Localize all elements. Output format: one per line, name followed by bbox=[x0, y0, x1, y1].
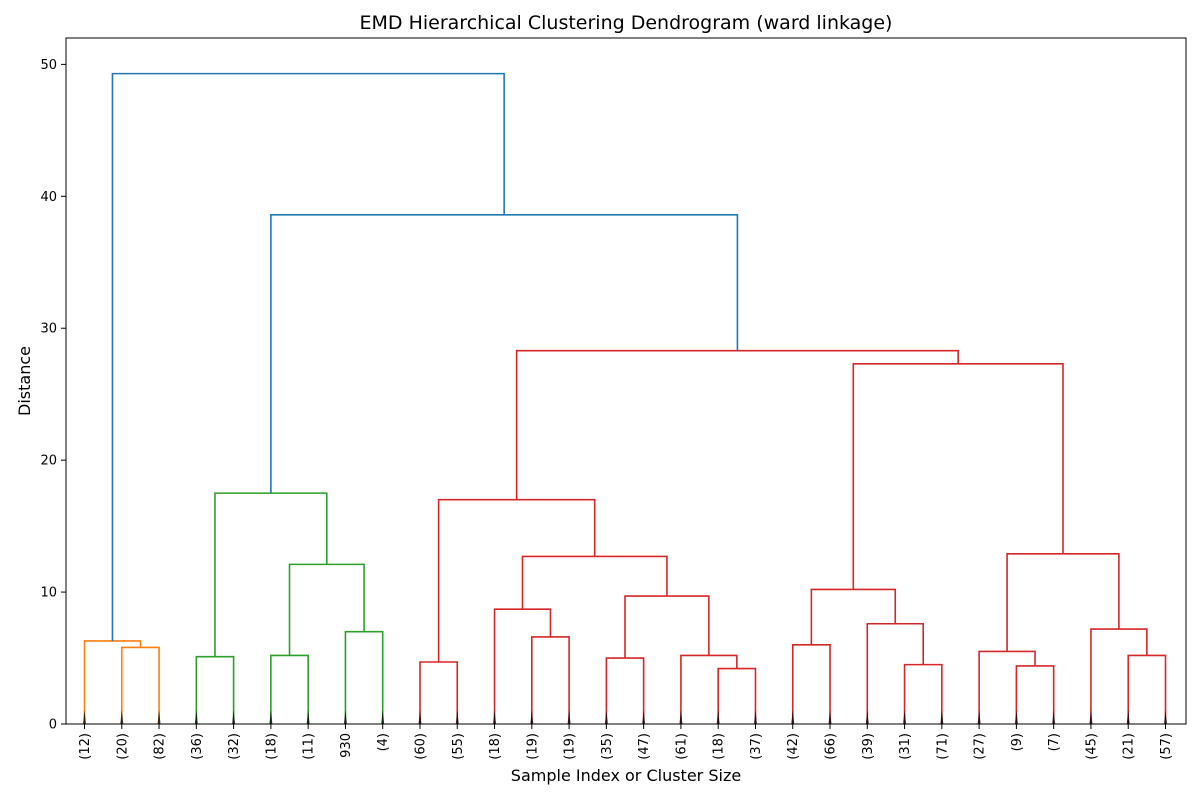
y-tick-label: 10 bbox=[40, 586, 57, 601]
leaf-mark bbox=[865, 710, 869, 724]
leaf-label: (36) bbox=[190, 733, 205, 760]
leaf-mark bbox=[791, 710, 795, 724]
leaf-mark bbox=[83, 710, 86, 724]
leaf-label: (35) bbox=[600, 733, 615, 760]
leaf-label: (12) bbox=[78, 733, 93, 760]
leaf-mark bbox=[455, 710, 459, 724]
y-axis: 0 10 20 30 40 50 bbox=[40, 58, 66, 733]
leaf-mark bbox=[642, 710, 646, 724]
y-tick-label: 30 bbox=[40, 322, 57, 337]
dendrogram-link bbox=[111, 72, 505, 641]
leaf-label: (71) bbox=[935, 733, 950, 760]
leaf-label: (4) bbox=[376, 733, 391, 751]
leaf-label: (42) bbox=[786, 733, 801, 760]
leaf-mark bbox=[493, 710, 497, 724]
leaf-mark bbox=[567, 710, 571, 724]
leaf-label: (47) bbox=[637, 733, 652, 760]
leaf-label: 930 bbox=[339, 733, 354, 758]
leaf-label: (82) bbox=[153, 733, 168, 760]
leaf-label: (18) bbox=[488, 733, 503, 760]
dendrogram-link bbox=[521, 555, 668, 610]
leaf-label: (39) bbox=[861, 733, 876, 760]
dendrogram-link bbox=[437, 498, 596, 662]
dendrogram-link bbox=[344, 630, 384, 724]
leaf-label: (18) bbox=[712, 733, 727, 760]
x-axis: (12) (20) (82) (36) (32) (18) (11) 930 (4) (60) (5… bbox=[78, 724, 1174, 760]
x-axis-label: Sample Index or Cluster Size bbox=[511, 766, 741, 785]
dendrogram-link bbox=[515, 349, 959, 500]
plot-area-frame bbox=[65, 37, 1187, 725]
leaf-label: (31) bbox=[898, 733, 913, 760]
leaf-label: (60) bbox=[413, 733, 428, 760]
dendrogram-link bbox=[1015, 665, 1055, 724]
y-tick-label: 0 bbox=[49, 718, 57, 733]
chart-title: EMD Hierarchical Clustering Dendrogram (… bbox=[360, 12, 893, 34]
leaf-mark bbox=[232, 710, 236, 724]
leaf-mark bbox=[940, 710, 944, 724]
y-tick-label: 40 bbox=[40, 190, 57, 205]
leaf-label: (11) bbox=[302, 733, 317, 760]
leaf-mark bbox=[828, 710, 832, 724]
dendrogram-link bbox=[214, 492, 328, 657]
dendrogram-link bbox=[120, 646, 160, 724]
leaf-label: (19) bbox=[525, 733, 540, 760]
leaf-mark bbox=[716, 710, 720, 724]
leaf-label: (18) bbox=[264, 733, 279, 760]
leaf-label: (45) bbox=[1084, 733, 1099, 760]
y-axis-label: Distance bbox=[15, 346, 34, 416]
leaf-mark bbox=[120, 710, 124, 724]
dendrogram-link bbox=[624, 595, 710, 659]
leaf-mark bbox=[381, 710, 385, 724]
dendrogram-link bbox=[903, 663, 943, 724]
leaf-label: (66) bbox=[824, 733, 839, 760]
leaf-mark bbox=[194, 710, 198, 724]
leaf-mark bbox=[604, 710, 608, 724]
leaf-mark bbox=[1014, 710, 1018, 724]
leaf-label: (9) bbox=[1010, 733, 1025, 751]
y-tick-label: 50 bbox=[40, 58, 57, 73]
dendrogram-links bbox=[83, 72, 1167, 724]
leaf-label: (37) bbox=[749, 733, 764, 760]
leaf-mark bbox=[157, 710, 161, 724]
dendrogram-link bbox=[270, 213, 739, 494]
leaf-mark bbox=[530, 710, 534, 724]
y-tick-label: 20 bbox=[40, 454, 57, 469]
leaf-label: (27) bbox=[973, 733, 988, 760]
leaf-mark bbox=[269, 710, 273, 724]
leaf-label: (7) bbox=[1047, 733, 1062, 751]
leaf-mark bbox=[1089, 710, 1093, 724]
leaf-mark bbox=[343, 710, 347, 724]
leaf-mark bbox=[679, 710, 683, 724]
leaf-label: (61) bbox=[674, 733, 689, 760]
leaf-label: (21) bbox=[1122, 733, 1137, 760]
leaf-mark bbox=[1052, 710, 1056, 724]
leaf-label: (19) bbox=[563, 733, 578, 760]
leaf-label: (32) bbox=[227, 733, 242, 760]
leaf-mark bbox=[977, 710, 981, 724]
leaf-label: (55) bbox=[451, 733, 466, 760]
leaf-mark bbox=[903, 710, 907, 724]
leaf-mark bbox=[753, 710, 757, 724]
leaf-marks bbox=[83, 710, 1167, 724]
leaf-mark bbox=[306, 710, 310, 724]
leaf-label: (57) bbox=[1159, 733, 1174, 760]
dendrogram-link bbox=[493, 608, 552, 724]
leaf-label: (20) bbox=[115, 733, 130, 760]
dendrogram-link bbox=[531, 636, 570, 724]
leaf-mark bbox=[418, 710, 422, 724]
leaf-mark bbox=[1164, 710, 1167, 724]
leaf-mark bbox=[1126, 710, 1130, 724]
